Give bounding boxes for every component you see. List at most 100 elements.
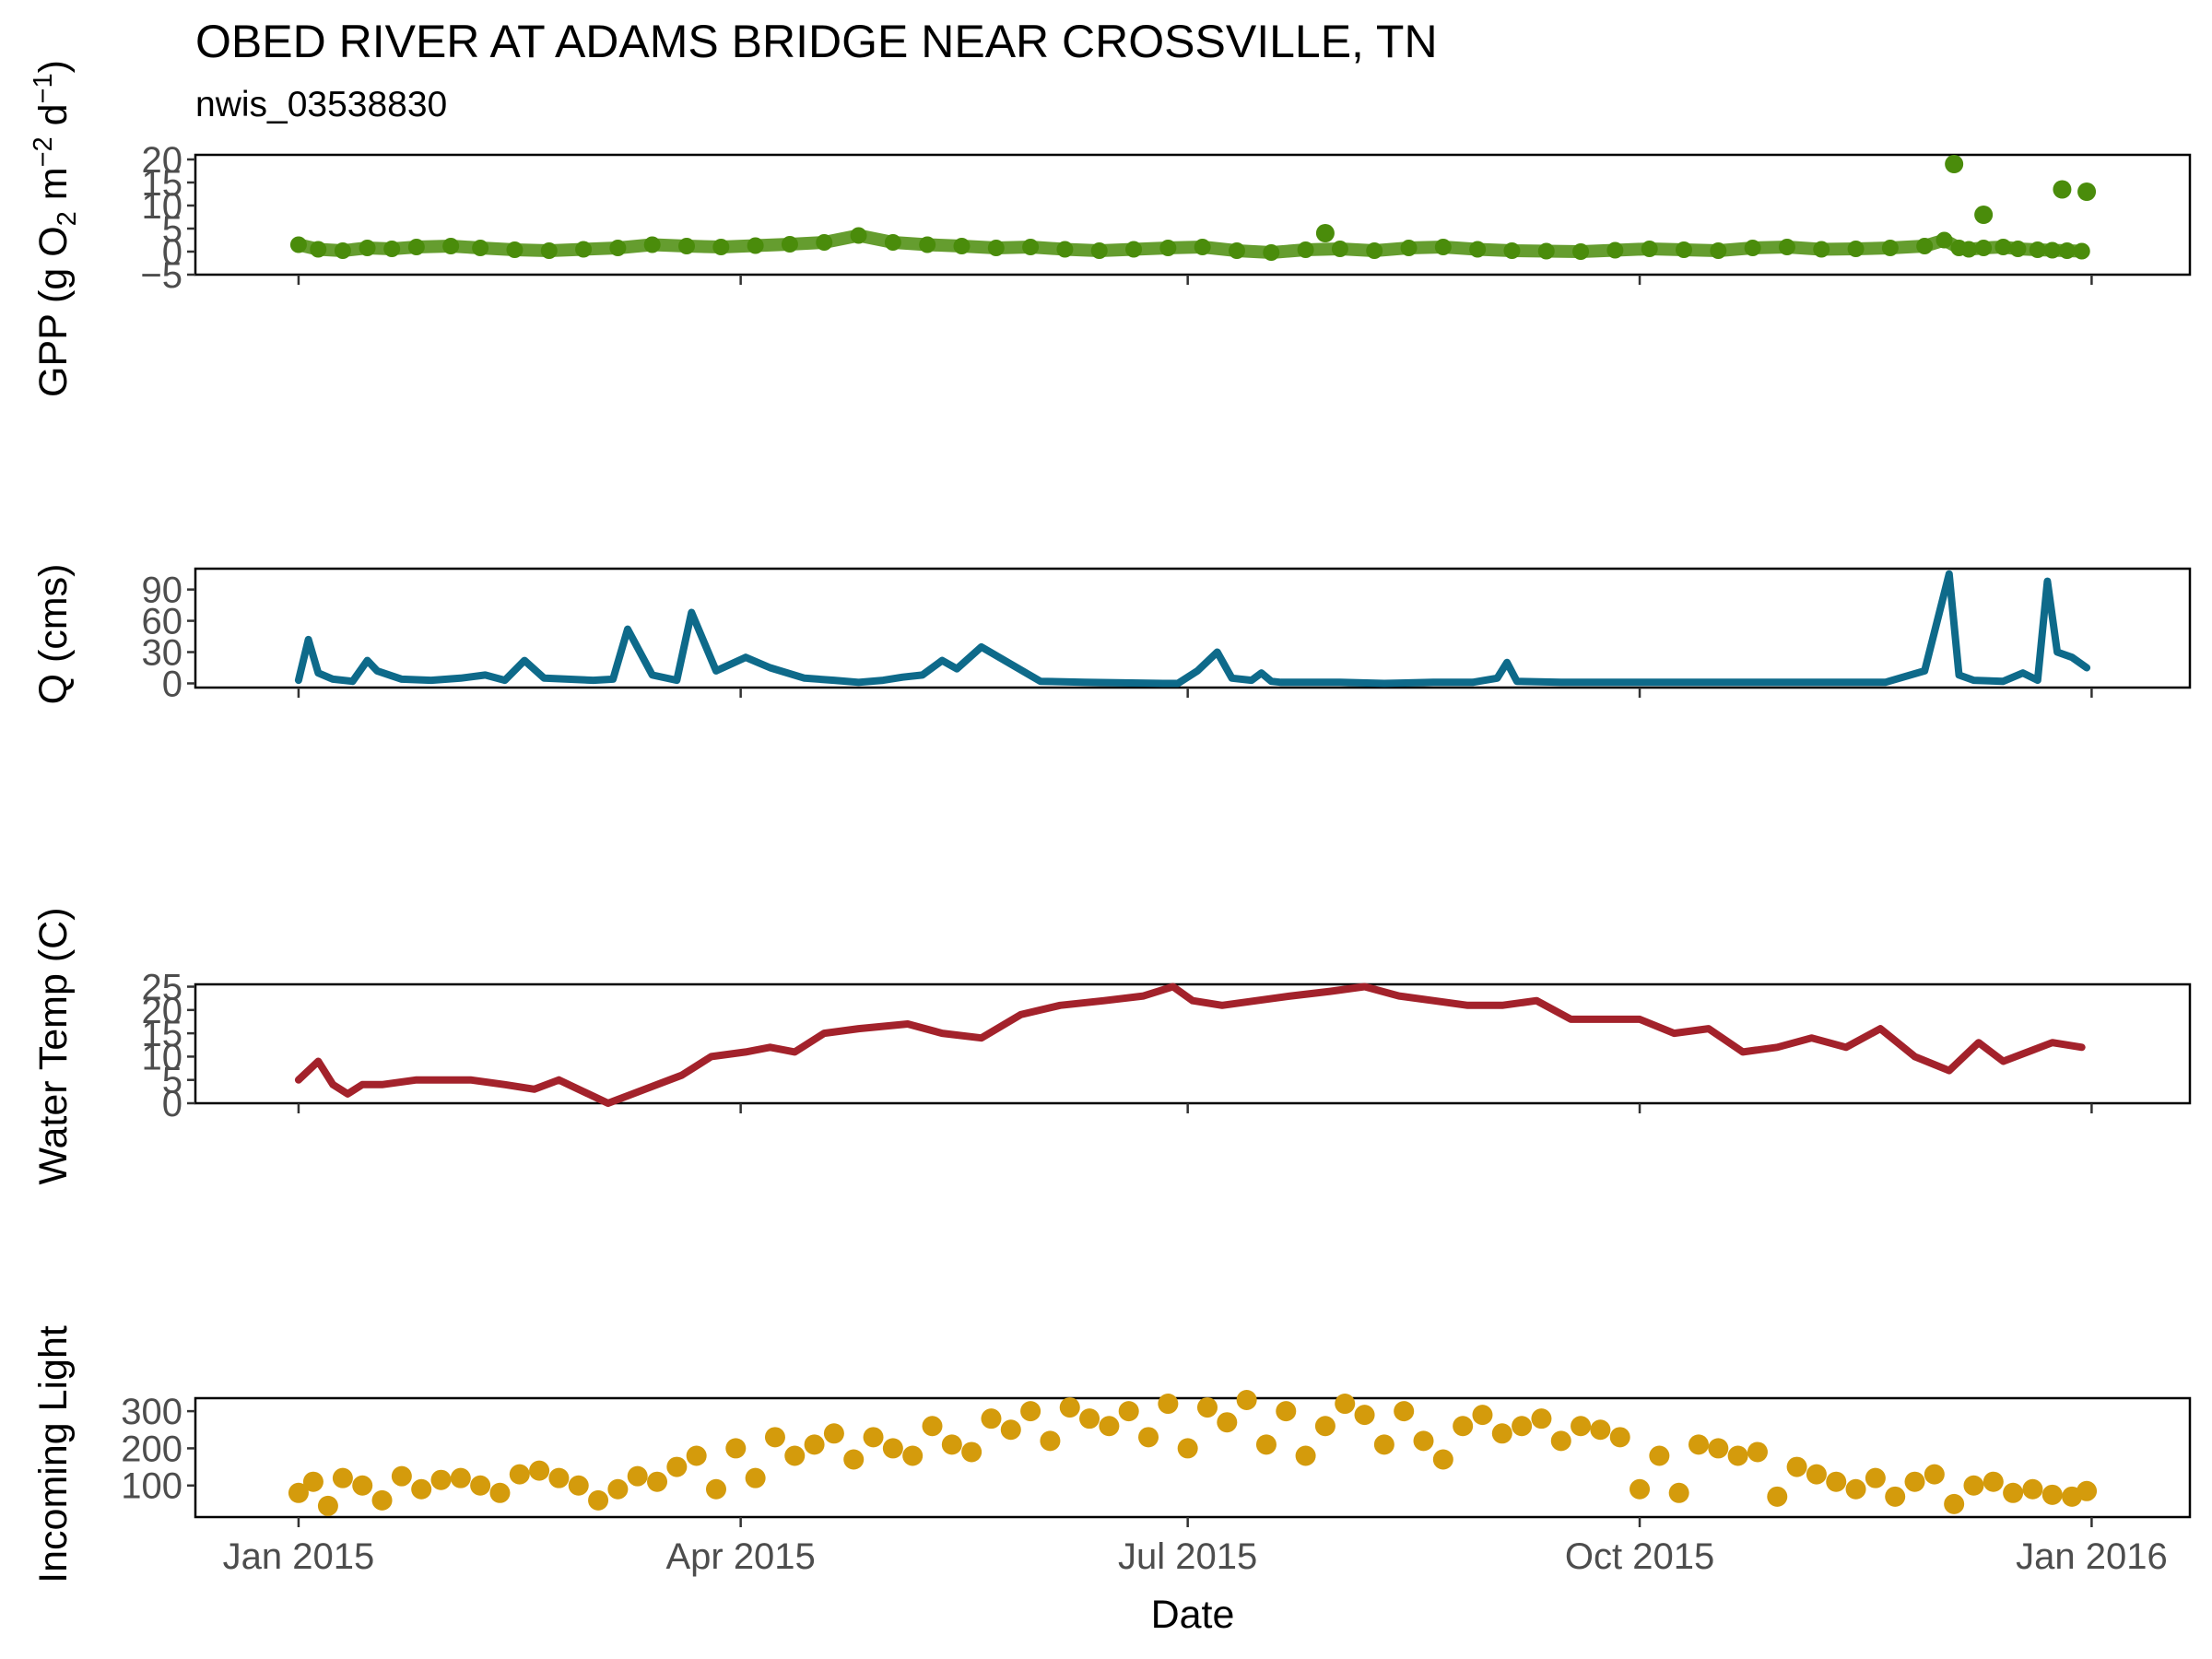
gpp-point xyxy=(850,227,867,244)
light-point xyxy=(1432,1449,1453,1470)
light-ytick-label: 200 xyxy=(121,1429,182,1469)
light-point xyxy=(843,1449,865,1470)
light-point xyxy=(1138,1427,1159,1448)
gpp-point xyxy=(1056,241,1074,258)
temp-ytick-label: 5 xyxy=(162,1061,182,1101)
gpp-point xyxy=(1366,242,1383,259)
q-frame xyxy=(194,567,2192,689)
light-ytick-label: 300 xyxy=(121,1392,182,1432)
gpp-point xyxy=(1469,241,1487,258)
light-point xyxy=(302,1471,324,1492)
light-point xyxy=(1373,1434,1394,1455)
light-point xyxy=(2041,1484,2063,1505)
light-point xyxy=(1963,1475,1984,1496)
gpp-point xyxy=(1641,241,1658,257)
light-point xyxy=(705,1478,726,1500)
x-axis-title: Date xyxy=(1151,1593,1235,1637)
light-point xyxy=(1354,1405,1375,1426)
gpp-point xyxy=(310,241,327,258)
light-point xyxy=(1865,1467,1886,1488)
gpp-point xyxy=(442,238,460,254)
q-ylabel: Q (cms) xyxy=(31,564,76,705)
light-point xyxy=(430,1469,452,1490)
gpp-point xyxy=(2058,242,2076,259)
light-point xyxy=(1217,1412,1238,1433)
light-point xyxy=(1000,1419,1021,1441)
light-point xyxy=(352,1475,373,1496)
xtick-label: Apr 2015 xyxy=(665,1536,815,1577)
gpp-point xyxy=(1090,242,1108,259)
light-point xyxy=(1472,1405,1493,1426)
gpp-point xyxy=(1676,241,1693,258)
gpp-ytick-label: 5 xyxy=(162,209,182,250)
light-point xyxy=(627,1465,648,1487)
light-ytick-label: 100 xyxy=(121,1466,182,1507)
light-point xyxy=(1236,1390,1257,1411)
light-point xyxy=(607,1478,629,1500)
light-point xyxy=(450,1467,471,1488)
light-point xyxy=(1550,1430,1571,1452)
light-point xyxy=(1276,1401,1297,1422)
gpp-point xyxy=(1960,241,1978,258)
gpp-point xyxy=(712,239,730,255)
light-point xyxy=(1491,1423,1512,1444)
light-point xyxy=(922,1416,943,1437)
gpp-point xyxy=(540,242,558,259)
light-point xyxy=(1688,1434,1709,1455)
light-point xyxy=(666,1456,688,1477)
light-point xyxy=(1335,1394,1356,1415)
gpp-point xyxy=(2073,242,2090,260)
light-point xyxy=(764,1427,785,1448)
temp-frame xyxy=(194,982,2192,1105)
light-point xyxy=(981,1408,1002,1430)
gpp-point xyxy=(1994,239,2012,255)
panels: −50510152003060900510152025100200300Jan … xyxy=(121,140,2192,1577)
light-point xyxy=(823,1423,844,1444)
xtick-label: Jul 2015 xyxy=(1118,1536,1257,1577)
light-point xyxy=(509,1464,530,1485)
light-point xyxy=(1413,1430,1434,1452)
gpp-ytick-label: 0 xyxy=(162,232,182,273)
temp-ytick-label: 10 xyxy=(142,1037,183,1077)
temp-ylabel: Water Temp (C) xyxy=(31,907,76,1184)
gpp-ylabel-part: GPP (g O xyxy=(31,226,76,397)
light-point xyxy=(784,1445,806,1466)
gpp-point xyxy=(1847,241,1865,257)
gpp-point xyxy=(1263,244,1280,261)
gpp-point xyxy=(1916,238,1934,254)
light-point xyxy=(961,1441,982,1463)
gpp-point xyxy=(1228,242,1245,259)
light-point xyxy=(1314,1416,1335,1437)
gpp-outlier-point xyxy=(1974,206,1994,224)
gpp-point xyxy=(1125,241,1143,258)
light-point xyxy=(1512,1416,1533,1437)
light-point xyxy=(489,1482,511,1503)
gpp-ytick-label: 10 xyxy=(142,186,183,227)
light-point xyxy=(2022,1478,2043,1500)
light-point xyxy=(1099,1416,1120,1437)
light-point xyxy=(1571,1416,1592,1437)
gpp-point xyxy=(1936,231,1953,249)
gpp-outlier-point xyxy=(2077,182,2097,201)
light-point xyxy=(2077,1480,2098,1501)
light-point xyxy=(288,1482,309,1503)
gpp-axis-title: GPP (g O2 m−2 d−1) xyxy=(29,60,82,397)
light-point xyxy=(1394,1401,1415,1422)
light-point xyxy=(1079,1408,1100,1430)
gpp-frame xyxy=(194,153,2192,276)
light-point xyxy=(863,1427,884,1448)
gpp-point xyxy=(643,236,661,253)
gpp-point xyxy=(678,238,696,254)
gpp-point xyxy=(1572,243,1590,260)
light-point xyxy=(1767,1486,1788,1507)
gpp-point xyxy=(407,239,425,255)
gpp-point xyxy=(609,240,627,256)
q-series-line xyxy=(294,570,2091,688)
light-point xyxy=(1924,1464,1945,1485)
light-point xyxy=(1040,1430,1061,1452)
gpp-point xyxy=(1537,242,1555,260)
light-point xyxy=(470,1475,491,1496)
